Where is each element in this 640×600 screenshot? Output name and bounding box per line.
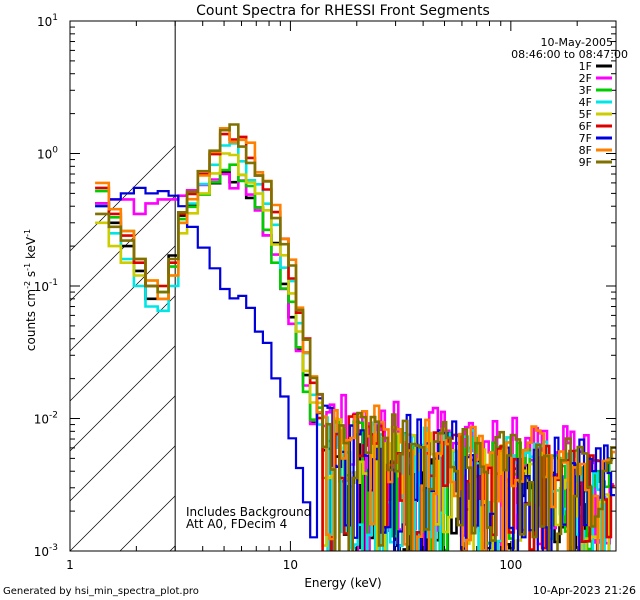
y-axis-label-exp2: -1 [23, 263, 32, 271]
y-tick-label: 10-1 [34, 278, 58, 294]
x-tick-label: 100 [499, 558, 522, 572]
legend-label-7F: 7F [579, 132, 592, 145]
y-tick-base: 10 [34, 413, 49, 427]
y-tick-label: 100 [37, 146, 58, 162]
y-tick-base: 10 [34, 545, 49, 559]
y-axis-label-exp1: -2 [23, 281, 32, 289]
legend-label-2F: 2F [579, 72, 592, 85]
legend-label-6F: 6F [579, 120, 592, 133]
y-tick-base: 10 [37, 148, 52, 162]
y-tick-exponent: -2 [49, 411, 58, 421]
generated-at: 10-Apr-2023 21:26 [533, 584, 636, 597]
x-axis-label: Energy (keV) [304, 576, 381, 590]
annotation-background: Includes Background [186, 505, 311, 519]
y-tick-base: 10 [34, 280, 49, 294]
y-axis-label: counts cm-2 s-1 keV-1 [23, 229, 38, 351]
hatch-line [70, 395, 176, 502]
x-tick-label: 1 [66, 558, 74, 572]
hatch-line [70, 195, 176, 302]
y-tick-exponent: -1 [49, 278, 58, 288]
annotation-attenuator: Att A0, FDecim 4 [186, 517, 287, 531]
y-axis-label-exp3: -1 [23, 229, 32, 237]
y-axis-label-end: keV [24, 236, 38, 263]
y-tick-label: 101 [37, 13, 58, 29]
hatch-line [70, 445, 176, 551]
y-tick-label: 10-2 [34, 411, 58, 427]
legend-label-8F: 8F [579, 144, 592, 157]
legend-label-3F: 3F [579, 84, 592, 97]
x-tick-label: 10 [283, 558, 298, 572]
observation-time-range: 08:46:00 to 08:47:00 [511, 48, 628, 61]
y-axis-label-text: counts cm [24, 289, 38, 351]
series-line-9F [95, 123, 616, 551]
legend-label-5F: 5F [579, 108, 592, 121]
y-tick-exponent: 0 [52, 146, 58, 156]
y-tick-exponent: -3 [49, 543, 58, 553]
y-tick-exponent: 1 [52, 13, 58, 23]
y-axis-label-mid: s [24, 271, 38, 281]
y-tick-label: 10-3 [34, 543, 58, 559]
y-tick-base: 10 [37, 15, 52, 29]
legend-label-1F: 1F [579, 60, 592, 73]
series-group [95, 123, 616, 551]
legend-label-9F: 9F [579, 156, 592, 169]
legend-label-4F: 4F [579, 96, 592, 109]
observation-date: 10-May-2005 [541, 36, 613, 49]
generated-by: Generated by hsi_min_spectra_plot.pro [3, 586, 199, 597]
chart-title: Count Spectra for RHESSI Front Segments [196, 3, 490, 19]
